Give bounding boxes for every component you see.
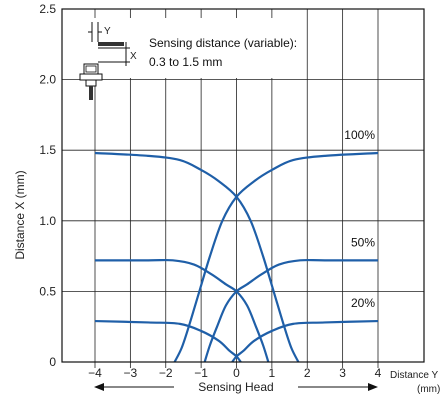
- x-tick-label: 0: [233, 366, 240, 380]
- sensing-head-arrowhead-left: [94, 383, 104, 391]
- y-tick-label: 1.5: [39, 143, 56, 157]
- y-tick-label: 0: [49, 355, 56, 369]
- x-tick-labels: −4 −3 −2 −1 0 1 2 3 4: [88, 366, 382, 380]
- curve-50pct-b: [203, 258, 378, 363]
- plot-frame: [61, 8, 425, 363]
- sensor-diagram: Y X Sensing distance (variable): 0.3 to …: [72, 18, 297, 100]
- x-tick-label: −1: [194, 366, 208, 380]
- curve-100pct-a: [94, 151, 300, 363]
- series-labels: 100% 50% 20%: [344, 128, 375, 310]
- y-tick-labels: 0 0.5 1.0 1.5 2.0 2.5: [39, 2, 56, 369]
- y-axis-title: Distance X (mm): [13, 170, 27, 259]
- curve-20pct-b: [231, 319, 379, 363]
- x-tick-label: −3: [124, 366, 138, 380]
- x-dimension-mark: X: [130, 51, 137, 62]
- x-tick-label: 1: [269, 366, 276, 380]
- sensing-head-label: Sensing Head: [198, 380, 273, 394]
- x-tick-label: −4: [88, 366, 102, 380]
- x-axis-title-line1: Distance Y: [390, 370, 439, 381]
- series-label-100pct: 100%: [344, 128, 375, 142]
- curve-20pct-a: [94, 319, 242, 363]
- y-tick-label: 2.5: [39, 2, 56, 16]
- series-label-20pct: 20%: [351, 296, 375, 310]
- x-axis-title-line2: (mm): [417, 384, 440, 395]
- curves: [94, 151, 379, 363]
- annotation-line1: Sensing distance (variable):: [149, 36, 297, 50]
- y-dimension-mark: Y: [104, 26, 111, 37]
- curve-100pct-b: [173, 151, 379, 363]
- annotation-line2: 0.3 to 1.5 mm: [149, 55, 222, 69]
- x-tick-label: 4: [375, 366, 382, 380]
- y-tick-label: 1.0: [39, 214, 56, 228]
- x-tick-label: 3: [339, 366, 346, 380]
- y-tick-label: 0.5: [39, 284, 56, 298]
- series-label-50pct: 50%: [351, 235, 375, 249]
- sensing-head-arrowhead-right: [368, 383, 378, 391]
- x-tick-label: −2: [159, 366, 173, 380]
- curve-50pct-a: [95, 258, 270, 363]
- y-tick-label: 2.0: [39, 73, 56, 87]
- x-tick-label: 2: [304, 366, 311, 380]
